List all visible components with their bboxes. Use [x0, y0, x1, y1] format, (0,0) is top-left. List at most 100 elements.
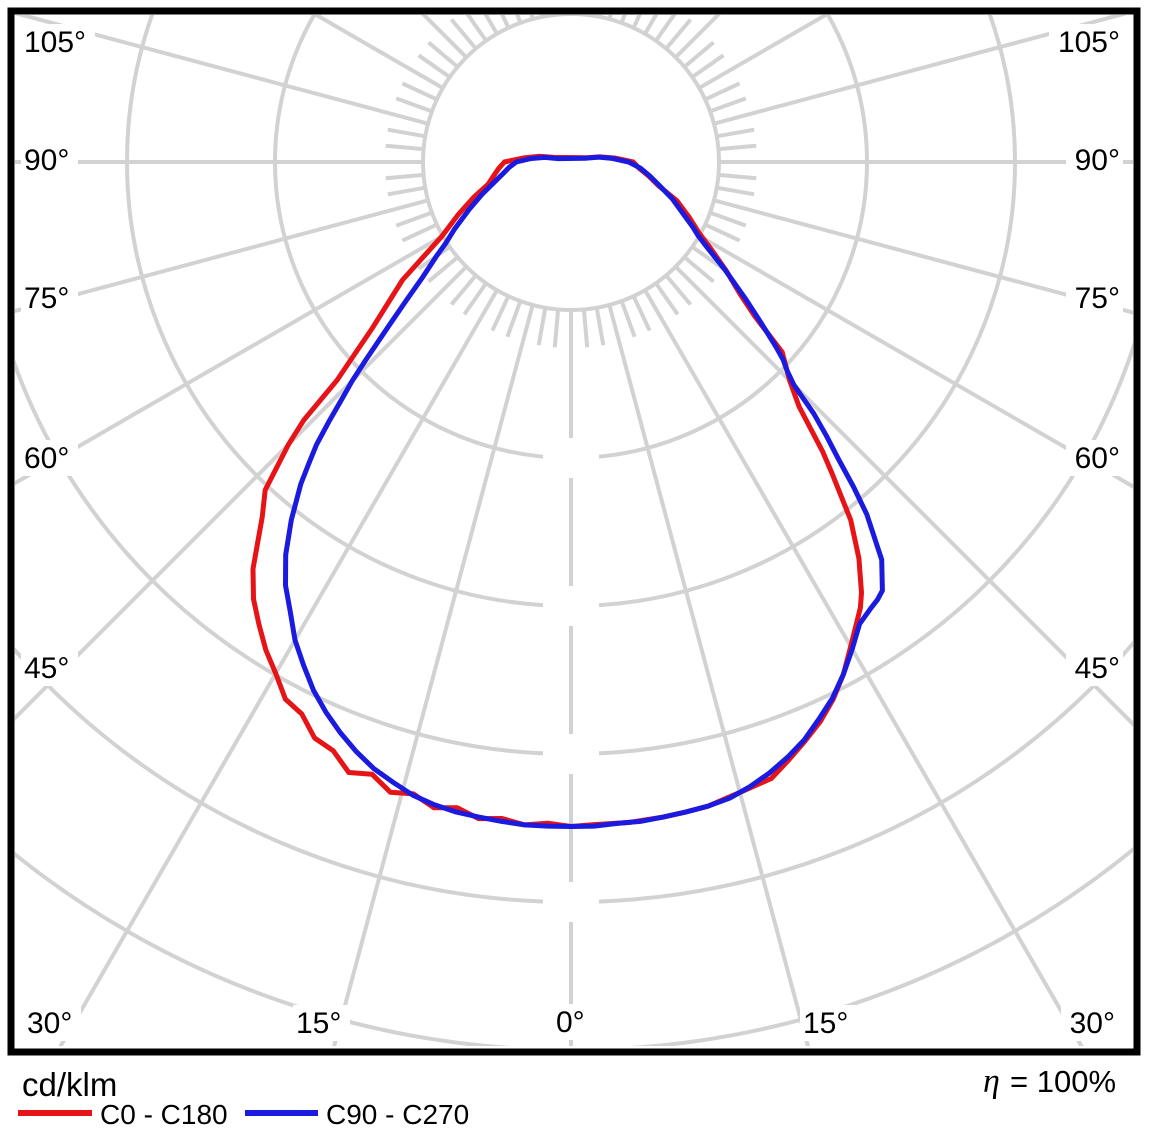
angle-label: 45°	[1075, 652, 1120, 685]
grid-minor-tick	[709, 210, 747, 228]
angle-label-backing	[24, 1005, 81, 1041]
angle-label: 90°	[1075, 144, 1120, 177]
grid-minor-tick	[691, 53, 725, 79]
grid-minor-tick	[709, 96, 747, 114]
angle-label: 75°	[24, 282, 69, 315]
grid-minor-tick	[387, 185, 426, 197]
angle-label-backing	[1066, 142, 1123, 178]
angle-tick-labels: 105° 90° 75° 60° 45° 30° 15° 0° 15° 30° 45° 60° 75° 9…	[21, 24, 1123, 1041]
unit-label: cd/klm	[22, 1066, 117, 1103]
angle-label: 15°	[296, 1007, 341, 1040]
angle-label-backing	[1066, 650, 1123, 686]
axis-label-gaps	[543, 438, 599, 922]
grid-minor-tick	[465, 15, 488, 42]
chart-footer: cd/klm C0 - C180 C90 - C270 η = 100%	[18, 1063, 1116, 1130]
chart-frame	[7, 7, 1141, 1056]
grid-minor-tick	[490, 295, 511, 332]
grid-minor-tick	[387, 127, 426, 139]
grid-minor-tick	[552, 309, 561, 348]
grid-ray	[698, 234, 1133, 489]
grid-minor-tick	[395, 96, 433, 114]
grid-minor-tick	[427, 40, 459, 69]
grid-minor-tick	[385, 172, 424, 181]
grid-ray	[643, 289, 1084, 1046]
grid-minor-tick	[536, 307, 548, 346]
grid-ray	[674, 265, 1133, 727]
grid-ray	[15, 234, 444, 486]
angle-label: 60°	[1075, 442, 1120, 475]
grid-minor-tick	[619, 300, 637, 338]
grid-ray	[332, 304, 535, 1046]
grid-minor-tick	[417, 53, 451, 79]
angle-label: 0°	[556, 1006, 585, 1039]
angle-label: 105°	[1058, 26, 1120, 59]
angle-label-backing	[21, 142, 78, 178]
grid-ray	[607, 304, 810, 1046]
grid-minor-tick	[462, 282, 488, 316]
angle-label: 105°	[24, 26, 86, 59]
grid-minor-tick	[500, 15, 511, 29]
grid-minor-tick	[664, 274, 693, 306]
grid-minor-tick	[704, 81, 741, 102]
grid-ray	[713, 198, 1133, 315]
grid-minor-tick	[683, 255, 715, 284]
grid-ray	[15, 198, 429, 314]
ring-value-gap	[543, 438, 599, 478]
grid-minor-tick	[449, 274, 478, 306]
grid-ray	[58, 289, 499, 1046]
grid-minor-tick	[716, 127, 755, 139]
angle-label-backing	[1066, 440, 1123, 476]
angle-label-backing	[293, 1005, 350, 1041]
grid-minor-tick	[401, 222, 438, 243]
angle-label-backing	[1061, 1005, 1118, 1041]
angle-label: 75°	[1075, 282, 1120, 315]
angle-label: 30°	[27, 1007, 72, 1040]
grid-minor-tick	[385, 143, 424, 152]
angle-label: 45°	[24, 652, 69, 685]
legend-label-c90-c270: C90 - C270	[326, 1099, 469, 1130]
grid-minor-tick	[515, 15, 523, 24]
efficiency-symbol: η	[983, 1063, 1000, 1100]
grid-ray	[15, 265, 468, 721]
grid-ring	[421, 15, 721, 312]
angle-label: 15°	[803, 1007, 848, 1040]
grid-minor-tick	[683, 40, 715, 69]
grid-minor-tick	[395, 210, 433, 228]
angle-label: 30°	[1070, 1007, 1115, 1040]
efficiency-value: = 100%	[1010, 1064, 1116, 1099]
angle-label: 90°	[24, 144, 69, 177]
intensity-curves	[250, 153, 885, 829]
curve-c90-c270	[283, 154, 885, 829]
angle-label-backing	[800, 1005, 857, 1041]
ring-value-gap	[543, 882, 599, 922]
angle-label-backing	[21, 440, 78, 476]
angle-label-backing	[21, 650, 78, 686]
grid-minor-tick	[631, 295, 652, 332]
ring-value-gap	[543, 734, 599, 774]
grid-minor-tick	[716, 185, 755, 197]
grid-minor-tick	[594, 307, 606, 346]
grid-minor-tick	[654, 282, 680, 316]
grid-minor-tick	[449, 18, 478, 50]
angle-label-backing	[1049, 24, 1123, 60]
grid-minor-tick	[581, 309, 590, 348]
angle-label-backing	[21, 280, 78, 316]
grid-minor-tick	[427, 255, 459, 284]
angle-label-backing	[553, 1004, 593, 1040]
ring-value-gap	[543, 586, 599, 626]
grid-minor-tick	[718, 172, 757, 181]
grid-minor-tick	[654, 15, 677, 42]
grid-ray	[713, 15, 1128, 126]
grid-minor-tick	[704, 222, 741, 243]
angle-label-backing	[1066, 280, 1123, 316]
grid-minor-tick	[631, 15, 642, 29]
grid-ring	[15, 341, 1133, 756]
grid-minor-tick	[401, 81, 438, 102]
angle-label-backing	[21, 24, 95, 60]
curve-c0-c180	[250, 153, 864, 829]
grid-minor-tick	[664, 18, 693, 50]
grid-minor-tick	[505, 300, 523, 338]
